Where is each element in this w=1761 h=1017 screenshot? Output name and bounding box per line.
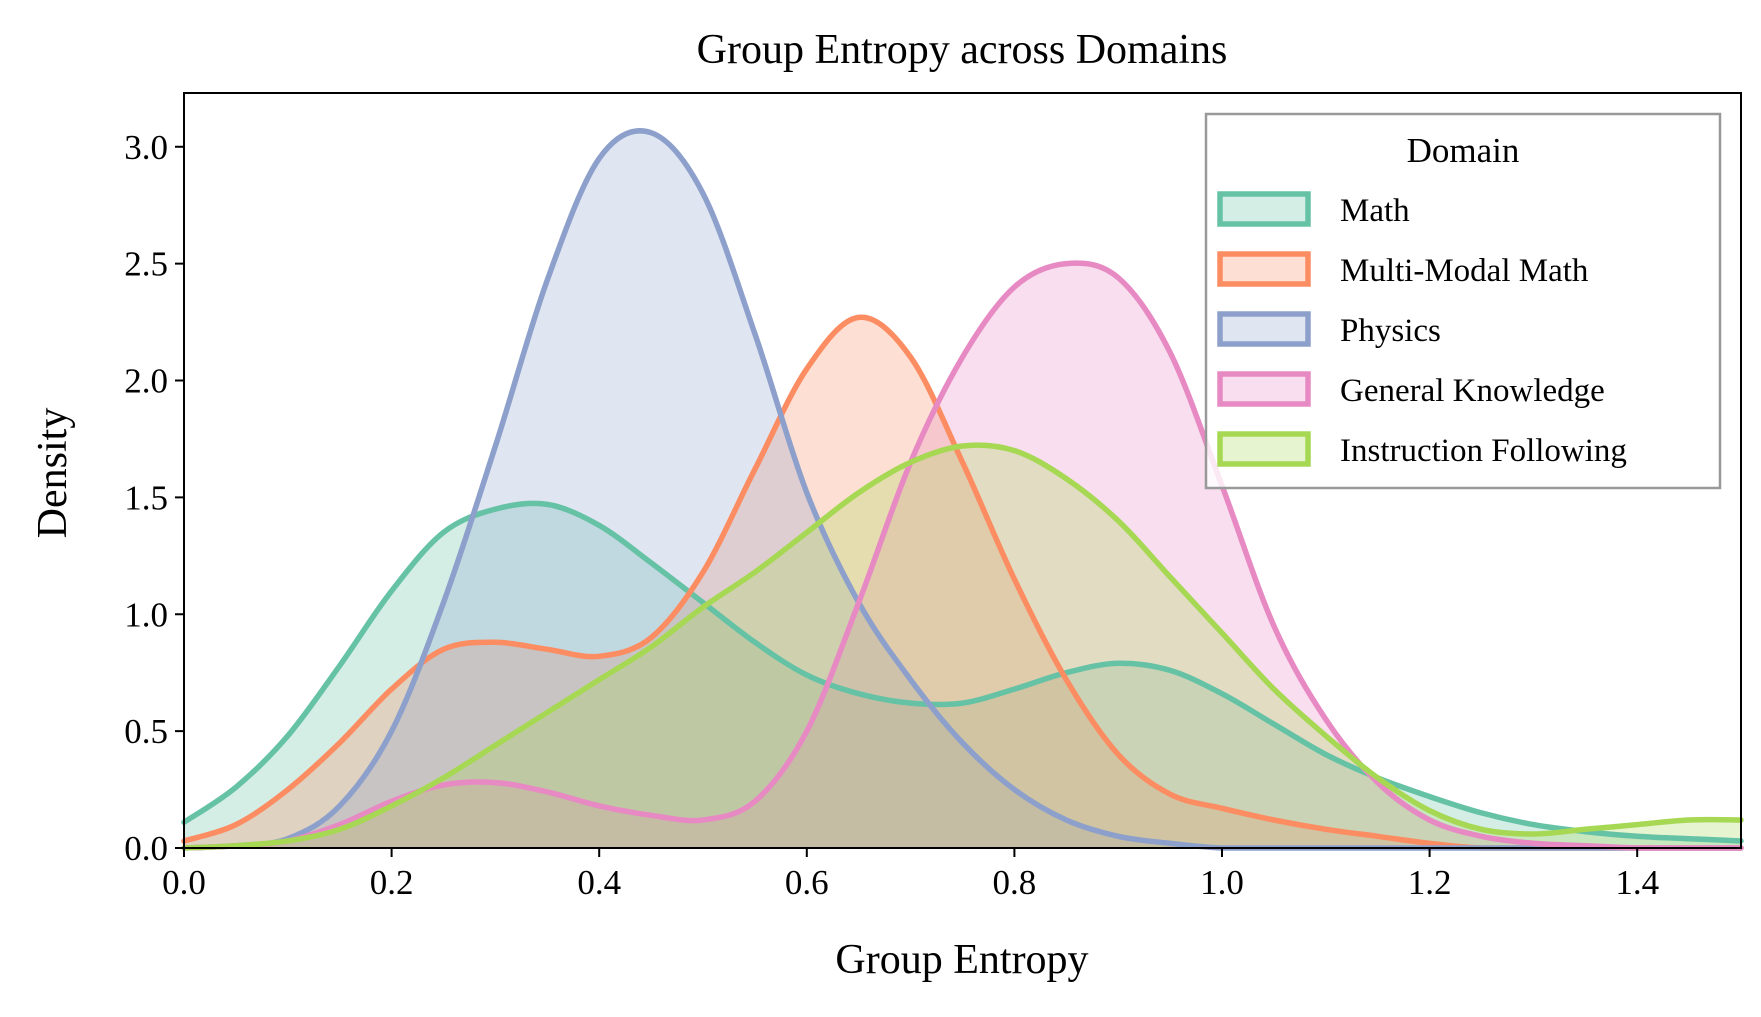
- y-tick-label: 0.5: [124, 712, 168, 751]
- y-tick-label: 2.0: [124, 362, 168, 401]
- x-tick-label: 0.2: [370, 863, 414, 902]
- y-tick-label: 1.5: [124, 478, 168, 517]
- legend-item-instruction-following: Instruction Following: [1217, 431, 1627, 469]
- y-tick-label: 0.0: [124, 829, 168, 868]
- y-tick-label: 3.0: [124, 128, 168, 167]
- legend-box: [1204, 112, 1722, 490]
- chart-title: Group Entropy across Domains: [697, 27, 1228, 73]
- x-tick-label: 0.6: [785, 863, 829, 902]
- area-general-knowledge: [184, 263, 1741, 848]
- axes-frame: [183, 92, 1742, 849]
- legend-label: General Knowledge: [1340, 373, 1605, 409]
- y-axis-label: Density: [30, 408, 76, 539]
- legend-swatch: [1217, 191, 1311, 227]
- x-tick-label: 1.2: [1408, 863, 1452, 902]
- legend-item-physics: Physics: [1217, 311, 1441, 349]
- legend-swatch: [1217, 431, 1311, 467]
- line-math: [181, 500, 1744, 844]
- legend-swatch: [1217, 371, 1311, 407]
- legend-item-math: Math: [1217, 191, 1410, 229]
- density-fills: [184, 130, 1741, 849]
- x-tick-label: 0.4: [577, 863, 621, 902]
- x-axis-ticks: 0.0 0.2 0.4 0.6 0.8 1.0 1.2 1.4: [162, 848, 1659, 902]
- line-general-knowledge: [181, 260, 1744, 851]
- x-axis-label: Group Entropy: [835, 937, 1088, 983]
- y-axis-ticks: 0.0 0.5 1.0 1.5 2.0 2.5 3.0: [124, 128, 184, 868]
- x-tick-label: 1.4: [1615, 863, 1659, 902]
- legend-title: Domain: [1407, 131, 1520, 170]
- legend: Domain Math Multi-Modal Math Physics Genera…: [1204, 112, 1722, 490]
- legend-item-general-knowledge: General Knowledge: [1217, 371, 1605, 409]
- x-tick-label: 0.0: [162, 863, 206, 902]
- legend-item-multi-modal-math: Multi-Modal Math: [1217, 251, 1589, 289]
- legend-items: Math Multi-Modal Math Physics General Knowl…: [1217, 191, 1627, 469]
- y-tick-label: 1.0: [124, 595, 168, 634]
- x-tick-label: 1.0: [1200, 863, 1244, 902]
- legend-label: Instruction Following: [1340, 433, 1627, 469]
- legend-swatch: [1217, 251, 1311, 287]
- area-math: [184, 503, 1741, 848]
- legend-label: Physics: [1340, 313, 1441, 349]
- plot-area: [181, 128, 1744, 851]
- area-instruction-following: [184, 445, 1741, 848]
- area-physics: [184, 130, 1741, 848]
- y-tick-label: 2.5: [124, 245, 168, 284]
- legend-swatch: [1217, 311, 1311, 347]
- x-tick-label: 0.8: [993, 863, 1037, 902]
- area-multi-modal-math: [184, 317, 1741, 849]
- line-instruction-following: [181, 442, 1744, 851]
- legend-label: Math: [1340, 193, 1410, 229]
- legend-label: Multi-Modal Math: [1340, 253, 1589, 289]
